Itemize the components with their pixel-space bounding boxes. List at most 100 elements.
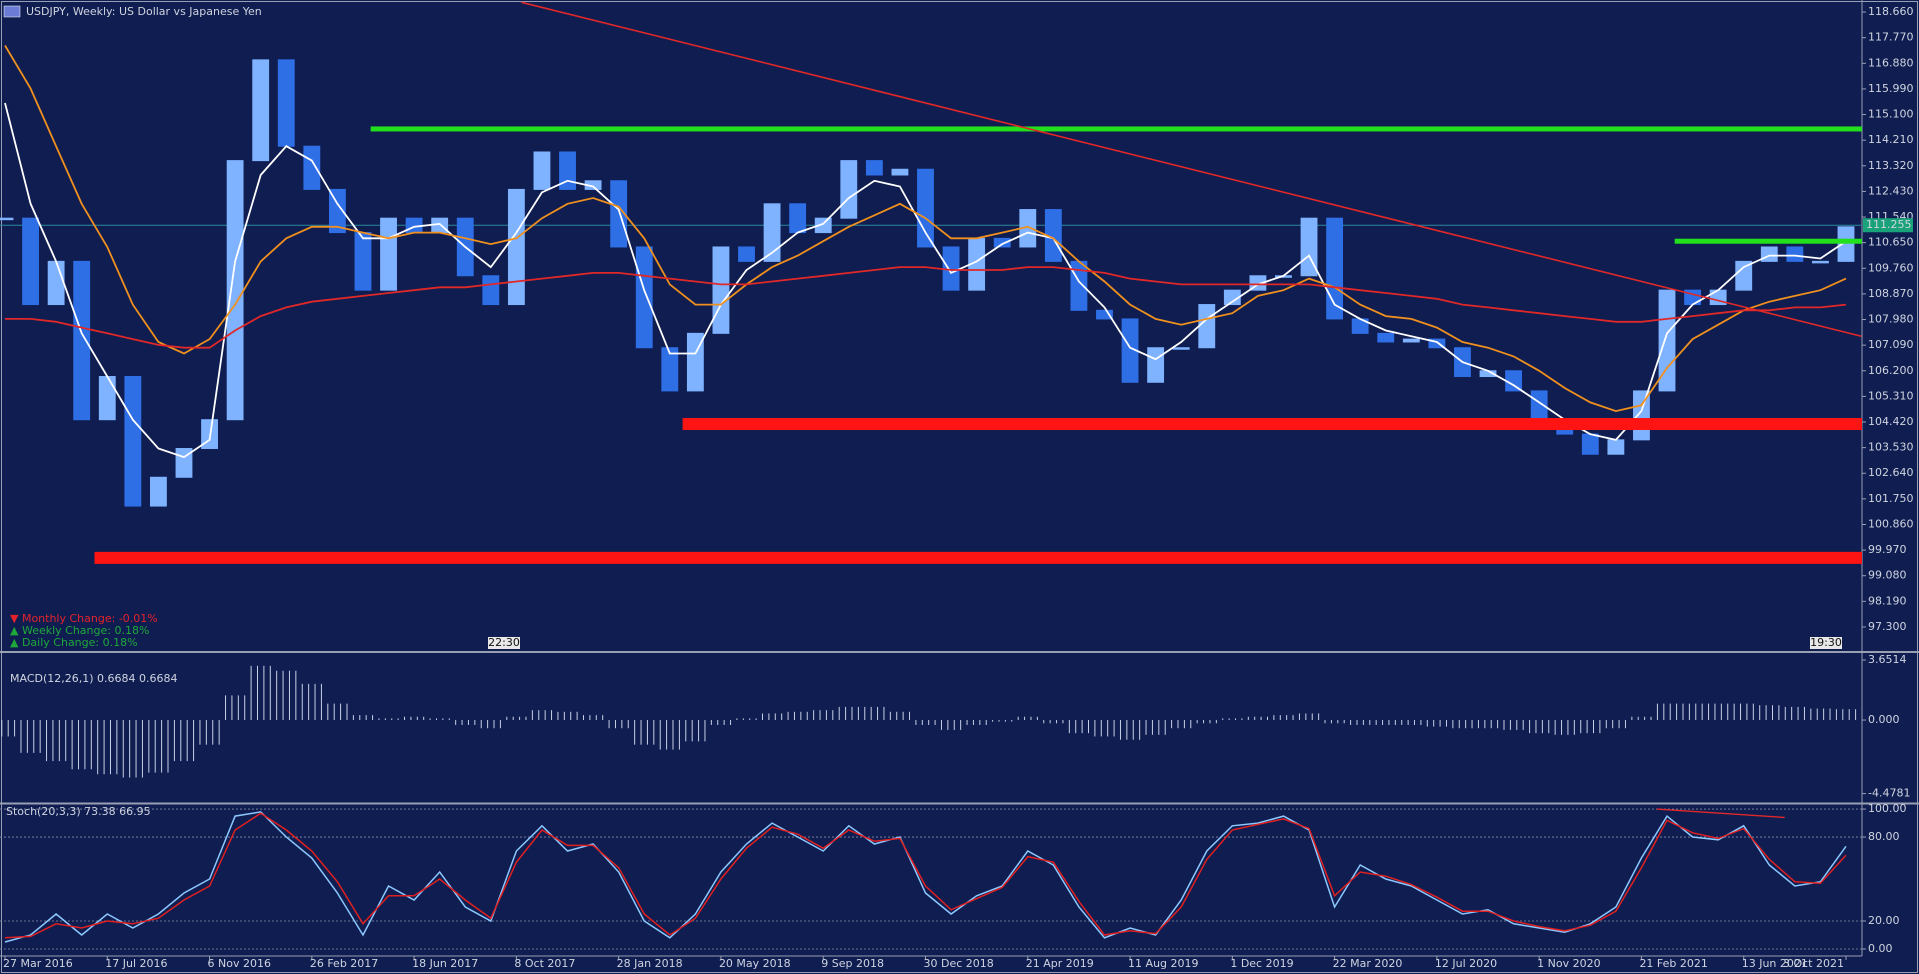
y-tick-label: 112.430 xyxy=(1868,184,1914,197)
y-tick-label: 107.090 xyxy=(1868,338,1914,351)
x-tick-label: 1 Dec 2019 xyxy=(1230,957,1293,970)
y-tick-label: 116.880 xyxy=(1868,56,1914,69)
chart-title: USDJPY, Weekly: US Dollar vs Japanese Ye… xyxy=(26,5,262,18)
candle xyxy=(1402,338,1420,343)
candle xyxy=(482,275,500,306)
x-tick-label: 22 Mar 2020 xyxy=(1333,957,1403,970)
candle xyxy=(1760,246,1778,262)
y-tick-label: 108.870 xyxy=(1868,287,1914,300)
x-tick-label: 20 May 2018 xyxy=(719,957,791,970)
candle xyxy=(277,59,295,147)
time-tag-box xyxy=(488,637,520,649)
candle xyxy=(661,347,679,392)
y-tick-label: 20.00 xyxy=(1868,914,1900,927)
y-tick-label: 99.970 xyxy=(1868,543,1907,556)
x-tick-label: 30 Dec 2018 xyxy=(924,957,994,970)
x-tick-label: 18 Jun 2017 xyxy=(412,957,478,970)
candle xyxy=(73,260,91,421)
y-tick-label: 103.530 xyxy=(1868,441,1914,454)
candle xyxy=(507,188,525,306)
candle xyxy=(865,160,883,176)
y-tick-label: 106.200 xyxy=(1868,364,1914,377)
time-tag: 19:30 xyxy=(1810,636,1842,649)
level-line xyxy=(1674,238,1862,244)
stoch-k xyxy=(4,811,1847,943)
y-tick-label: 105.310 xyxy=(1868,389,1914,402)
y-tick-label: 113.320 xyxy=(1868,159,1914,172)
y-tick-label: 117.770 xyxy=(1868,31,1914,44)
y-tick-label: 115.100 xyxy=(1868,108,1914,121)
change-info: ▲ Daily Change: 0.18% xyxy=(10,636,138,649)
macd-label: MACD(12,26,1) 0.6684 0.6684 xyxy=(10,672,178,685)
candle xyxy=(252,59,270,162)
candle xyxy=(712,246,730,334)
y-tick-label: 98.190 xyxy=(1868,594,1907,607)
y-tick-label: 3.6514 xyxy=(1868,653,1907,666)
candle xyxy=(917,168,934,248)
level-line xyxy=(94,551,1863,564)
time-tag-box xyxy=(1810,637,1842,649)
y-tick-label: 100.860 xyxy=(1868,517,1914,530)
candle xyxy=(303,145,321,190)
candle xyxy=(993,237,1011,248)
moving-average xyxy=(4,45,1847,413)
change-info: ▼ Monthly Change: -0.01% xyxy=(10,612,158,625)
candle xyxy=(124,376,142,507)
candle xyxy=(1147,347,1165,383)
y-tick-label: 104.420 xyxy=(1868,415,1914,428)
x-tick-label: 8 Oct 2017 xyxy=(514,957,575,970)
x-tick-label: 9 Sep 2018 xyxy=(821,957,884,970)
candle xyxy=(789,203,807,234)
candle xyxy=(763,203,781,262)
moving-average xyxy=(5,266,1847,349)
x-tick-label: 12 Jul 2020 xyxy=(1435,957,1497,970)
x-tick-label: 3 Oct 2021 xyxy=(1783,957,1844,970)
candle xyxy=(635,246,653,349)
y-tick-label: 107.980 xyxy=(1868,313,1914,326)
candle xyxy=(1581,433,1599,455)
stoch-label: Stoch(20,3,3) 73.38 66.95 xyxy=(6,805,151,818)
x-tick-label: 17 Jul 2016 xyxy=(105,957,167,970)
candle xyxy=(1786,246,1804,262)
x-tick-label: 26 Feb 2017 xyxy=(310,957,378,970)
candle xyxy=(149,476,167,507)
change-info: ▲ Weekly Change: 0.18% xyxy=(10,624,149,637)
level-line xyxy=(370,126,1862,132)
candle xyxy=(1096,309,1113,320)
candle xyxy=(0,217,14,221)
y-tick-label: 99.080 xyxy=(1868,569,1907,582)
y-tick-label: 0.000 xyxy=(1868,713,1900,726)
x-tick-label: 21 Apr 2019 xyxy=(1026,957,1094,970)
candle xyxy=(1607,439,1625,455)
y-tick-label: 0.00 xyxy=(1868,942,1893,955)
candle xyxy=(1377,332,1395,343)
y-tick-label: 114.210 xyxy=(1868,133,1914,146)
candle xyxy=(1428,338,1446,349)
candle xyxy=(1198,304,1216,349)
candle xyxy=(559,151,576,190)
candle xyxy=(47,260,65,306)
candle xyxy=(533,151,551,190)
y-tick-label: 100.00 xyxy=(1868,802,1907,815)
y-tick-label: 80.00 xyxy=(1868,830,1900,843)
x-tick-label: 11 Aug 2019 xyxy=(1128,957,1198,970)
y-tick-label: 97.300 xyxy=(1868,620,1907,633)
candle xyxy=(22,217,39,306)
candle xyxy=(1735,260,1753,291)
candle xyxy=(354,232,372,291)
candle xyxy=(1837,226,1855,262)
candle xyxy=(1658,289,1676,392)
candle xyxy=(814,217,832,234)
y-tick-label: 118.660 xyxy=(1868,5,1914,18)
y-tick-label: 110.650 xyxy=(1868,236,1914,249)
price-tag xyxy=(1863,218,1913,233)
x-tick-label: 6 Nov 2016 xyxy=(208,957,271,970)
candle xyxy=(840,160,858,219)
candle xyxy=(610,180,628,248)
candle xyxy=(891,168,909,176)
candle xyxy=(738,246,755,262)
level-line xyxy=(682,418,1862,431)
